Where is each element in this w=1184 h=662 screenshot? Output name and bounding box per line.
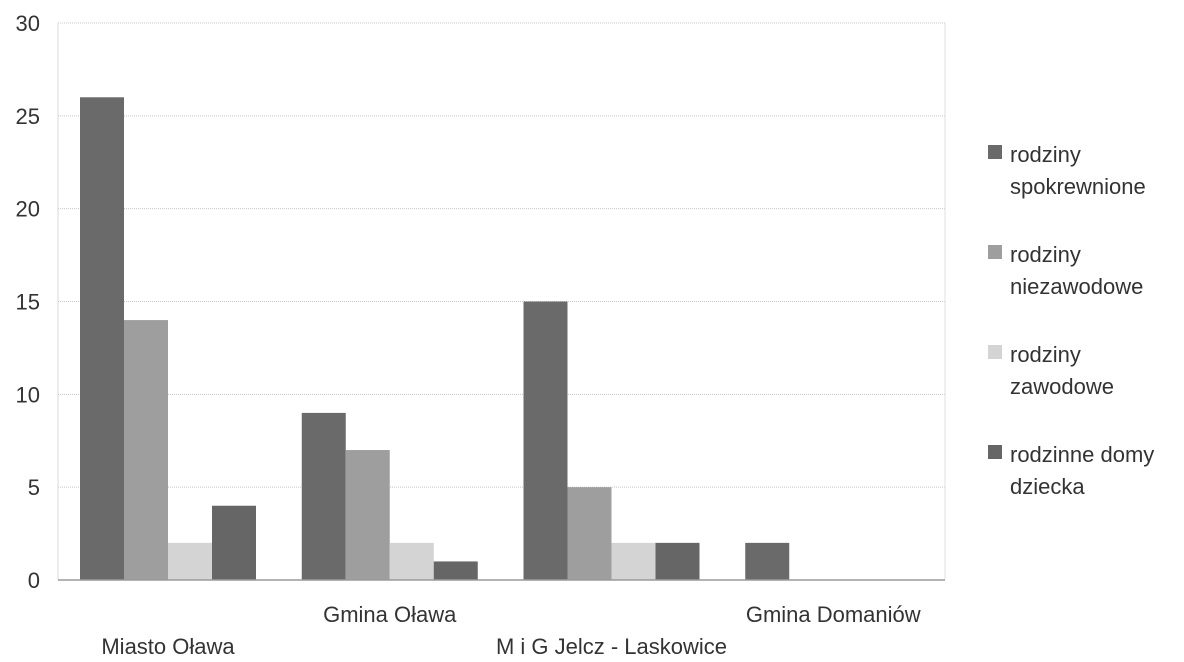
bar — [611, 542, 656, 580]
legend-swatch — [988, 245, 1002, 259]
bar — [345, 450, 390, 580]
y-tick-label: 30 — [16, 11, 40, 36]
bar — [655, 542, 700, 580]
legend-swatch — [988, 145, 1002, 159]
bars — [80, 97, 790, 581]
x-tick-label: Miasto Oława — [101, 634, 235, 657]
bar — [567, 487, 612, 580]
bar — [389, 542, 434, 580]
y-tick-label: 25 — [16, 104, 40, 129]
x-tick-label: Gmina Oława — [323, 602, 457, 627]
legend-label: rodziny zawodowe — [1010, 342, 1114, 399]
bar — [212, 505, 256, 580]
x-tick-label: M i G Jelcz - Laskowice — [496, 634, 727, 657]
bar — [168, 542, 212, 580]
bar — [433, 561, 478, 580]
x-tick-label: Gmina Domaniów — [746, 602, 921, 627]
bar — [124, 320, 168, 580]
legend-swatch — [988, 445, 1002, 459]
legend: rodziny spokrewnione rodziny niezawodowe rod… — [988, 142, 1154, 499]
y-tick-label: 15 — [16, 290, 40, 315]
legend-label: rodziny niezawodowe — [1010, 242, 1143, 299]
bar — [80, 97, 124, 581]
axes: 0 5 10 15 20 25 30 Miasto Oława Gmina Oława M i G… — [16, 11, 946, 659]
y-tick-label: 20 — [16, 197, 40, 222]
legend-swatch — [988, 345, 1002, 359]
legend-label: rodziny spokrewnione — [1010, 142, 1146, 199]
y-tick-label: 10 — [16, 382, 40, 407]
y-tick-label: 5 — [28, 475, 40, 500]
bar — [523, 301, 568, 580]
y-tick-label: 0 — [28, 568, 40, 593]
legend-label: rodzinne domy dziecka — [1010, 442, 1154, 499]
gridlines — [58, 22, 945, 488]
bar — [745, 542, 790, 580]
bar — [301, 412, 346, 580]
